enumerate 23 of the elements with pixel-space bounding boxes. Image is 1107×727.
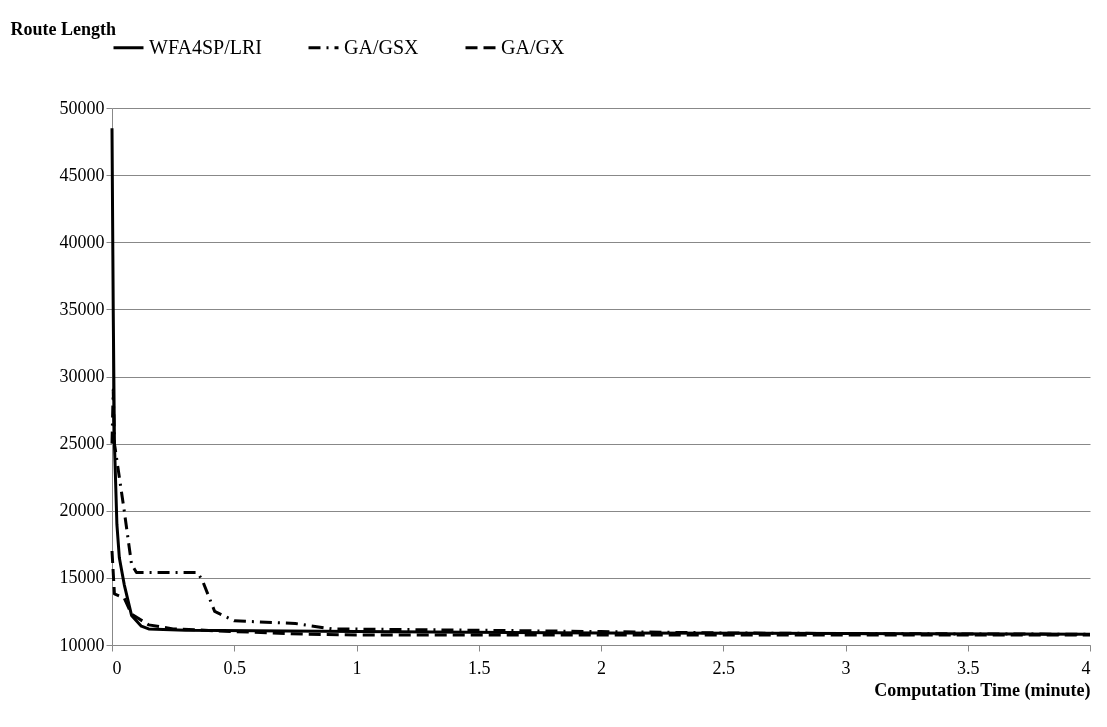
x-tick-label: 4 xyxy=(1081,657,1091,678)
y-tick-label: 35000 xyxy=(59,298,105,319)
x-tick-label: 0.5 xyxy=(223,657,246,678)
x-tick-label: 1 xyxy=(352,657,362,678)
x-tick-label: 3 xyxy=(841,657,851,678)
y-tick-label: 50000 xyxy=(59,97,105,118)
x-tick-label: 0 xyxy=(112,657,122,678)
y-tick-label: 25000 xyxy=(59,433,105,454)
x-tick-label: 1.5 xyxy=(468,657,491,678)
legend-label: GA/GX xyxy=(501,35,565,58)
y-tick-label: 30000 xyxy=(59,366,105,386)
y-axis-title: Route Length xyxy=(10,18,117,39)
x-axis-title: Computation Time (minute) xyxy=(874,679,1091,701)
x-tick-label: 2 xyxy=(597,657,606,678)
y-tick-label: 40000 xyxy=(59,231,105,252)
y-tick-label: 20000 xyxy=(59,500,105,521)
y-tick-label: 45000 xyxy=(59,164,105,185)
legend-label: GA/GSX xyxy=(344,35,420,58)
y-tick-label: 10000 xyxy=(59,634,105,655)
y-tick-label: 15000 xyxy=(59,567,105,588)
x-tick-label: 3.5 xyxy=(957,657,980,678)
legend-label: WFA4SP/LRI xyxy=(149,35,262,58)
x-tick-label: 2.5 xyxy=(712,657,735,678)
